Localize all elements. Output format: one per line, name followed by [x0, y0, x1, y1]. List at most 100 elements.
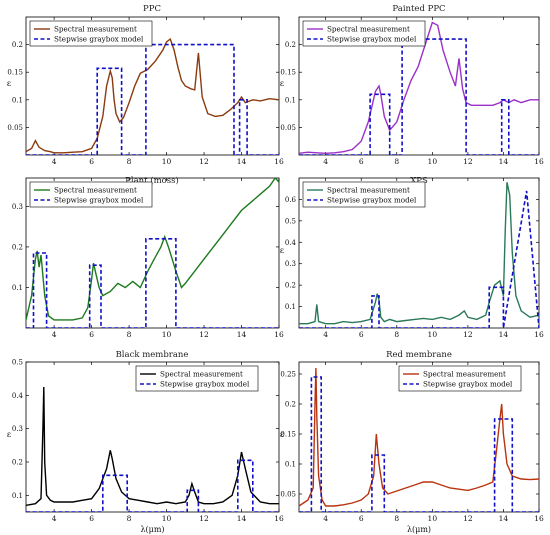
x-tick-label: 6 — [89, 514, 94, 523]
chart-title: PPC — [143, 4, 161, 14]
x-axis-label: λ(μm) — [407, 525, 431, 534]
legend-box — [29, 20, 153, 47]
x-tick-label: 10 — [162, 157, 172, 166]
y-axis-label: ε — [7, 79, 11, 88]
legend-label: Spectral measurement — [423, 370, 506, 379]
legend-box — [398, 365, 522, 392]
spectral-measurement-line — [26, 178, 279, 321]
x-tick-label: 14 — [499, 514, 509, 523]
x-tick-label: 14 — [237, 157, 247, 166]
x-tick-label: 10 — [428, 157, 438, 166]
y-tick-label: 0.2 — [285, 282, 296, 290]
stepwise-model-line — [26, 238, 279, 328]
x-tick-label: 10 — [428, 330, 438, 339]
y-tick-label: 0.2 — [285, 41, 296, 49]
chart-title: Black membrane — [116, 350, 189, 360]
stepwise-model-line — [26, 459, 279, 512]
x-tick-label: 16 — [534, 330, 544, 339]
x-tick-label: 12 — [463, 157, 473, 166]
chart-title: Painted PPC — [392, 4, 445, 14]
x-tick-label: 8 — [394, 330, 399, 339]
chart-title: Plant (moss) — [125, 175, 179, 186]
x-tick-label: 8 — [127, 514, 132, 523]
x-tick-label: 14 — [499, 330, 509, 339]
y-tick-label: 0.3 — [12, 425, 23, 433]
x-tick-label: 14 — [237, 514, 247, 523]
x-tick-label: 14 — [237, 330, 247, 339]
x-tick-label: 4 — [323, 514, 328, 523]
x-axis-label: λ(μm) — [140, 525, 164, 534]
y-tick-label: 0.1 — [285, 303, 296, 311]
x-tick-label: 16 — [534, 514, 544, 523]
y-tick-label: 0.1 — [12, 492, 23, 500]
y-tick-label: 0.15 — [7, 69, 23, 77]
y-axis-label: ε — [280, 430, 284, 439]
y-tick-label: 0.15 — [280, 431, 296, 439]
y-tick-label: 0.5 — [12, 359, 23, 367]
legend-label: Stepwise graybox model — [54, 35, 144, 44]
x-tick-label: 8 — [394, 157, 399, 166]
x-tick-label: 10 — [428, 514, 438, 523]
legend-label: Stepwise graybox model — [423, 380, 513, 389]
y-tick-label: 0.1 — [285, 96, 296, 104]
y-tick-label: 0.2 — [285, 401, 296, 409]
y-tick-label: 0.3 — [285, 260, 296, 268]
legend-label: Stepwise graybox model — [327, 196, 417, 205]
legend-label: Spectral measurement — [160, 370, 243, 379]
legend-label: Spectral measurement — [327, 25, 410, 34]
y-tick-label: 0.4 — [285, 239, 297, 247]
legend-label: Spectral measurement — [54, 25, 137, 34]
x-tick-label: 8 — [127, 330, 132, 339]
y-tick-label: 0.4 — [12, 392, 24, 400]
chart-panel-6: Red membrane 4 6 8 10 12 14 16 0.05 0.1 0.15 0.2 0.2… — [280, 350, 544, 534]
chart-panel-1: PPC 4 6 8 10 12 14 16 0.05 0.1 0.15 0.2 ε Spectral me… — [7, 4, 284, 166]
y-tick-label: 0.05 — [7, 124, 23, 132]
x-tick-label: 4 — [323, 157, 328, 166]
y-tick-label: 0.25 — [280, 371, 296, 379]
stepwise-model-line — [299, 38, 539, 155]
x-tick-label: 12 — [463, 330, 473, 339]
x-tick-label: 6 — [359, 157, 364, 166]
x-tick-label: 16 — [274, 157, 284, 166]
legend-label: Stepwise graybox model — [160, 380, 250, 389]
x-tick-label: 16 — [274, 330, 284, 339]
stepwise-model-line — [299, 376, 539, 512]
x-tick-label: 4 — [52, 330, 57, 339]
y-tick-label: 0.2 — [12, 459, 23, 467]
x-tick-label: 14 — [499, 157, 509, 166]
chart-panel-5: Black membrane 4 6 8 10 12 14 16 0.1 0.2 0.3 0.4 0.5… — [7, 350, 284, 534]
x-tick-label: 10 — [162, 514, 172, 523]
x-tick-label: 12 — [199, 514, 209, 523]
spectral-measurement-line — [26, 37, 279, 154]
x-tick-label: 4 — [52, 514, 57, 523]
x-tick-label: 6 — [89, 157, 94, 166]
stepwise-model-line — [299, 190, 539, 328]
x-tick-label: 10 — [162, 330, 172, 339]
legend-label: Spectral measurement — [327, 186, 410, 195]
y-tick-label: 0.2 — [12, 41, 23, 49]
x-tick-label: 8 — [127, 157, 132, 166]
spectral-measurement-line — [299, 21, 539, 155]
legend-box — [302, 20, 426, 47]
y-tick-label: 0.1 — [12, 96, 23, 104]
y-tick-label: 0.1 — [285, 461, 296, 469]
y-tick-label: 0.2 — [12, 243, 23, 251]
spectral-measurement-line — [26, 386, 279, 506]
y-tick-label: 0.1 — [12, 284, 23, 292]
legend-label: Spectral measurement — [54, 186, 137, 195]
x-tick-label: 4 — [323, 330, 328, 339]
chart-title: XPS — [410, 176, 428, 186]
y-tick-label: 0.05 — [280, 124, 296, 132]
y-axis-label: ε — [7, 430, 11, 439]
x-tick-label: 6 — [359, 514, 364, 523]
chart-panel-3: Plant (moss) 4 6 8 10 12 14 16 0.1 0.2 0.3 Spectral… — [12, 175, 284, 339]
x-tick-label: 8 — [394, 514, 399, 523]
y-axis-label: ε — [280, 79, 284, 88]
y-tick-label: 0.05 — [280, 491, 296, 499]
x-tick-label: 6 — [359, 330, 364, 339]
